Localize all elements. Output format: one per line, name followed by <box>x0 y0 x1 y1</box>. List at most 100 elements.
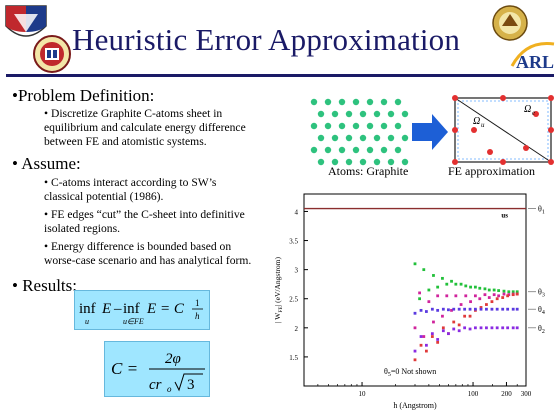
data-point <box>436 285 440 289</box>
y-tick-label: 1.5 <box>289 354 298 362</box>
data-point <box>468 314 472 318</box>
theta-label-sub: 4 <box>542 310 545 316</box>
data-point <box>413 358 417 362</box>
theta-label-sub: 1 <box>542 210 545 216</box>
data-point <box>418 297 421 301</box>
fe-box: Ω u Ω e <box>452 95 554 165</box>
atom <box>331 158 339 166</box>
data-point <box>473 307 477 311</box>
formula-eq-c: = C <box>160 301 185 317</box>
data-point <box>441 314 444 318</box>
data-point <box>454 282 458 286</box>
data-point <box>511 290 515 294</box>
fe-node <box>452 127 458 133</box>
formula-c: C = 2φ cr o 3 <box>111 351 205 394</box>
data-point <box>445 294 449 298</box>
army-shield-logo <box>5 5 47 37</box>
atom <box>338 98 346 106</box>
data-point <box>422 335 426 338</box>
graphite-diagram: Ω u Ω e <box>310 95 554 166</box>
data-point <box>424 310 428 313</box>
formula-inf-2: inf <box>123 301 140 317</box>
data-point <box>479 326 483 330</box>
data-point <box>473 294 477 298</box>
data-point <box>485 326 488 330</box>
arl-logo: ARL <box>510 41 555 72</box>
formula-minus: – <box>113 301 122 317</box>
data-point <box>468 327 472 331</box>
data-point <box>469 285 472 289</box>
atom <box>338 122 346 130</box>
x-tick-label: 200 <box>501 390 512 398</box>
data-point <box>501 326 505 330</box>
data-point <box>479 306 483 309</box>
atom <box>324 98 332 106</box>
chart-annotation-sub: 5 <box>388 372 391 378</box>
data-point <box>450 308 453 312</box>
atom <box>317 134 325 142</box>
data-point <box>473 285 477 289</box>
atom <box>394 122 402 130</box>
svg-text:ARL: ARL <box>516 52 554 72</box>
fe-node <box>523 145 529 151</box>
data-point <box>419 308 423 312</box>
data-point <box>436 338 440 341</box>
atom <box>401 158 409 166</box>
omega-e-label: Ω <box>473 116 480 127</box>
atom <box>359 110 367 118</box>
fe-node <box>548 127 554 133</box>
data-point <box>459 282 463 286</box>
corps-emblem-logo <box>33 35 71 73</box>
fe-node <box>452 95 458 101</box>
fe-label: FE approximation <box>448 164 535 178</box>
fe-node <box>533 111 539 117</box>
y-tick-label: 2 <box>295 325 299 333</box>
x-tick-label: 300 <box>521 390 532 398</box>
data-point <box>483 293 487 297</box>
formula-c-den-sub: o <box>167 384 172 394</box>
data-point <box>507 290 511 294</box>
atom <box>310 122 318 130</box>
data-point <box>432 320 435 324</box>
data-point <box>497 294 501 298</box>
data-point <box>483 287 487 291</box>
data-point <box>450 279 453 283</box>
slide-title: Heuristic Error Approximation <box>72 22 461 57</box>
data-point <box>490 300 494 304</box>
atom <box>345 158 353 166</box>
atom <box>352 98 360 106</box>
data-point <box>490 326 494 330</box>
theta-label-sub: 3 <box>542 293 545 299</box>
atom <box>380 146 388 154</box>
atom <box>366 122 374 130</box>
assume-bullet-line: classical potential (1986). <box>44 190 164 203</box>
formula-sub-2: u∈FE <box>123 317 144 326</box>
atom <box>359 134 367 142</box>
formula-sub-1: u <box>85 317 89 326</box>
data-point <box>515 307 519 311</box>
data-point <box>485 307 488 311</box>
data-point <box>452 307 456 311</box>
atom <box>373 110 381 118</box>
formula-num: 1 <box>195 298 200 308</box>
atom <box>331 134 339 142</box>
atom <box>324 122 332 130</box>
theta-label: θ4 <box>538 305 545 316</box>
data-point <box>413 326 417 330</box>
data-point <box>502 292 506 296</box>
y-tick-label: 3.5 <box>289 238 298 246</box>
data-point <box>413 311 417 315</box>
data-point <box>452 327 456 331</box>
data-point <box>511 307 515 311</box>
fe-node <box>548 95 554 101</box>
data-point <box>441 329 445 333</box>
atom <box>359 158 367 166</box>
atom <box>366 146 374 154</box>
data-point <box>436 308 440 312</box>
fe-node <box>500 159 506 165</box>
assume-bullet-line: worse-case scenario and has analytical f… <box>44 254 252 267</box>
y-tick-label: 3 <box>295 267 299 275</box>
atom <box>380 98 388 106</box>
data-point <box>492 288 496 292</box>
atom <box>380 122 388 130</box>
